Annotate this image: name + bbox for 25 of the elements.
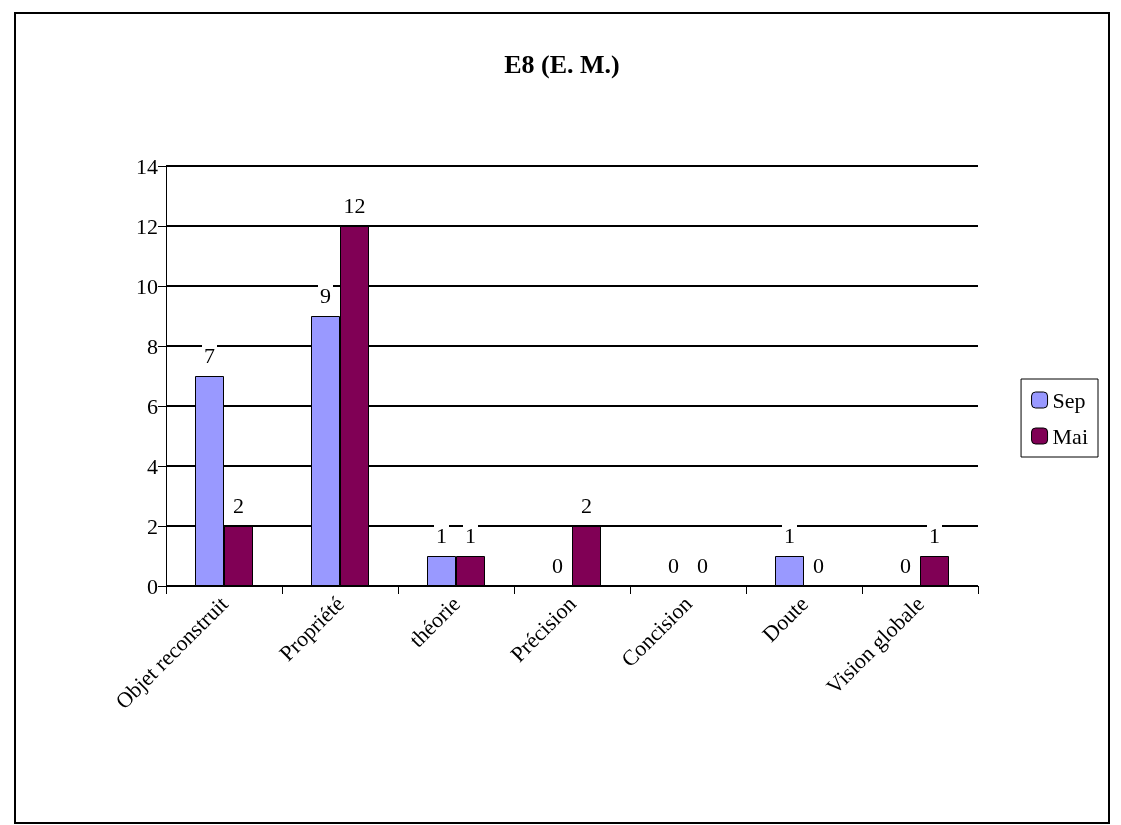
data-label: 1 (784, 522, 795, 548)
data-label: 2 (581, 492, 592, 518)
data-label: 1 (436, 522, 447, 548)
y-tick-label: 10 (136, 273, 158, 299)
y-tick-label: 8 (147, 333, 158, 359)
y-tick-label: 0 (147, 573, 158, 599)
legend-label: Mai (1052, 423, 1089, 449)
y-tick-label: 2 (147, 513, 158, 539)
data-label: 0 (668, 552, 679, 578)
chart-title: E8 (E. M.) (504, 49, 620, 79)
data-label: 1 (929, 522, 940, 548)
data-label: 7 (204, 342, 215, 368)
legend-label: Sep (1052, 387, 1086, 413)
data-label: 9 (320, 282, 331, 308)
data-label: 12 (343, 192, 366, 218)
y-tick-label: 6 (147, 393, 158, 419)
data-label: 0 (813, 552, 824, 578)
data-label: 0 (900, 552, 911, 578)
data-label: 1 (465, 522, 476, 548)
y-tick-label: 4 (147, 453, 158, 479)
y-tick-label: 12 (136, 213, 158, 239)
data-label: 0 (697, 552, 708, 578)
y-tick-label: 14 (136, 153, 158, 179)
data-label: 0 (552, 552, 563, 578)
data-label: 2 (233, 492, 244, 518)
